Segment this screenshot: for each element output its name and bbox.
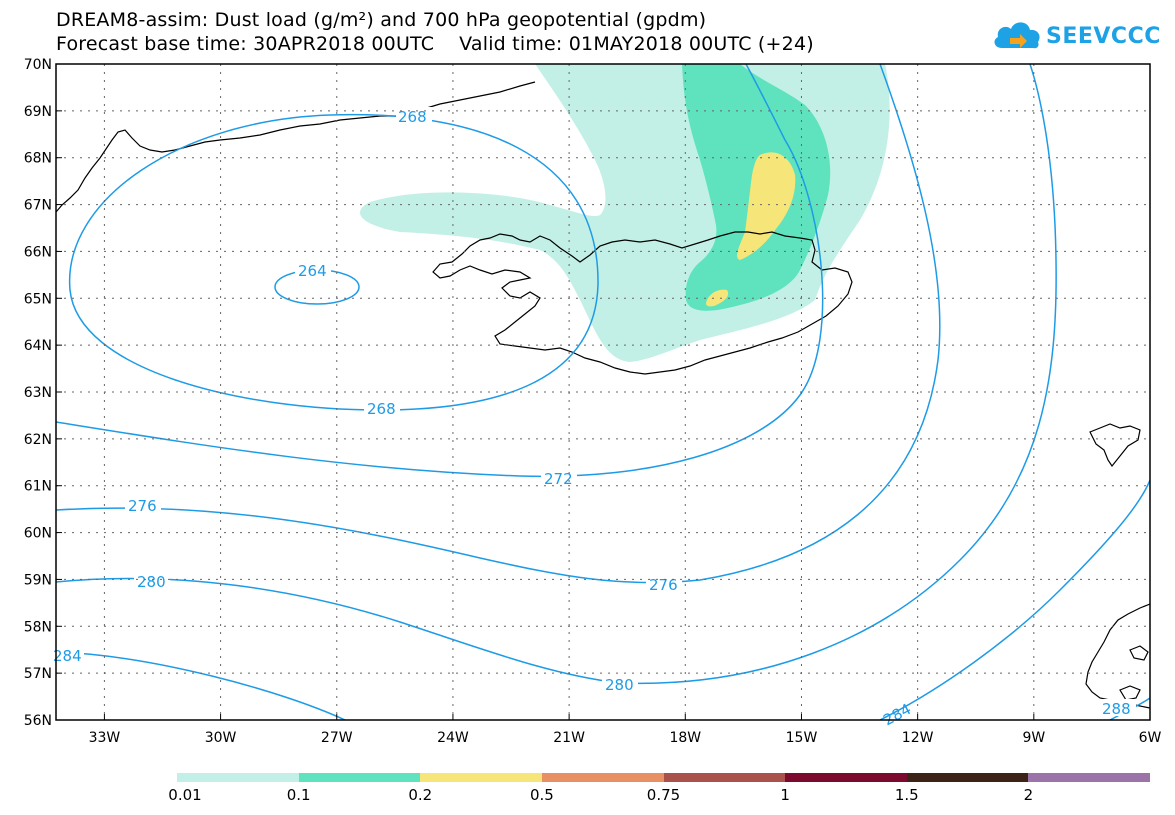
dust-area-0.2-south — [706, 289, 729, 307]
colorbar-segment — [663, 773, 786, 782]
lat-label: 60N — [24, 526, 52, 542]
contour-label-276-west: 276 — [128, 497, 157, 515]
lat-label: 63N — [24, 385, 52, 401]
contour-label-288: 288 — [1102, 700, 1131, 718]
lon-label: 24W — [437, 730, 469, 746]
dust-shading — [360, 64, 890, 362]
lon-label: 15W — [786, 730, 818, 746]
lon-label: 21W — [553, 730, 585, 746]
colorbar-label: 0.75 — [646, 786, 681, 804]
lat-label: 62N — [24, 432, 52, 448]
lat-label: 65N — [24, 291, 52, 307]
lat-label: 56N — [24, 713, 52, 729]
contour-284 — [56, 479, 1150, 720]
lat-label: 58N — [24, 619, 52, 635]
contour-label-284-west: 284 — [53, 647, 82, 665]
contour-label-280-west: 280 — [137, 573, 166, 591]
contour-label-268-south: 268 — [367, 400, 396, 418]
colorbar-segment — [541, 773, 664, 782]
colorbar-segment — [1028, 773, 1150, 782]
grid-lines — [56, 64, 1150, 720]
colorbar-label: 2 — [1023, 786, 1034, 804]
colorbar-label: 0.2 — [408, 786, 433, 804]
lon-label: 6W — [1139, 730, 1162, 746]
lat-label: 64N — [24, 338, 52, 354]
colorbar-label: 1.5 — [894, 786, 919, 804]
colorbar-segment — [298, 773, 421, 782]
contour-label-268-north: 268 — [398, 108, 427, 126]
iceland-coastline — [432, 231, 853, 375]
lon-label: 33W — [89, 730, 121, 746]
lat-label: 69N — [24, 104, 52, 120]
contour-276 — [56, 64, 941, 584]
lon-label: 18W — [669, 730, 701, 746]
scotland-islands-coastline — [1119, 645, 1149, 701]
lat-label: 70N — [24, 57, 52, 73]
logo-text: SEEVCCC — [1046, 24, 1161, 49]
colorbar — [177, 773, 1150, 782]
colorbar-segment — [906, 773, 1029, 782]
colorbar-label: 0.5 — [529, 786, 554, 804]
colorbar-segment — [785, 773, 907, 782]
colorbar-label: 0.1 — [286, 786, 311, 804]
contour-272 — [56, 64, 824, 478]
contour-280 — [56, 64, 1057, 685]
contour-label-272: 272 — [544, 470, 573, 488]
geopotential-contours — [56, 64, 1150, 720]
contour-label-280-east: 280 — [605, 676, 634, 694]
lat-label: 66N — [24, 244, 52, 260]
cloud-icon — [994, 22, 1040, 49]
colorbar-label: 0.01 — [168, 786, 202, 804]
title-line-1: DREAM8-assim: Dust load (g/m²) and 700 h… — [56, 9, 707, 31]
map-axes: 70N 69N 68N 67N 66N 65N 64N 63N 62N 61N 60N 59N 58N 5… — [24, 57, 1162, 746]
lat-label: 57N — [24, 666, 52, 682]
lat-label: 68N — [24, 151, 52, 167]
contour-label-276-east: 276 — [649, 576, 678, 594]
colorbar-segment — [177, 773, 299, 782]
contour-label-264: 264 — [298, 262, 327, 280]
lon-label: 12W — [902, 730, 934, 746]
lon-label: 27W — [321, 730, 353, 746]
contour-268 — [68, 113, 599, 411]
lat-label: 67N — [24, 198, 52, 214]
colorbar-label: 1 — [780, 786, 790, 804]
seevccc-logo: SEEVCCC — [990, 14, 1160, 58]
lat-label: 61N — [24, 479, 52, 495]
title-line-2: Forecast base time: 30APR2018 00UTC Vali… — [56, 33, 814, 55]
lon-label: 9W — [1022, 730, 1045, 746]
lon-label: 30W — [205, 730, 237, 746]
faroe-islands-coastline — [1089, 423, 1141, 468]
colorbar-segment — [420, 773, 542, 782]
lat-label: 59N — [24, 572, 52, 588]
